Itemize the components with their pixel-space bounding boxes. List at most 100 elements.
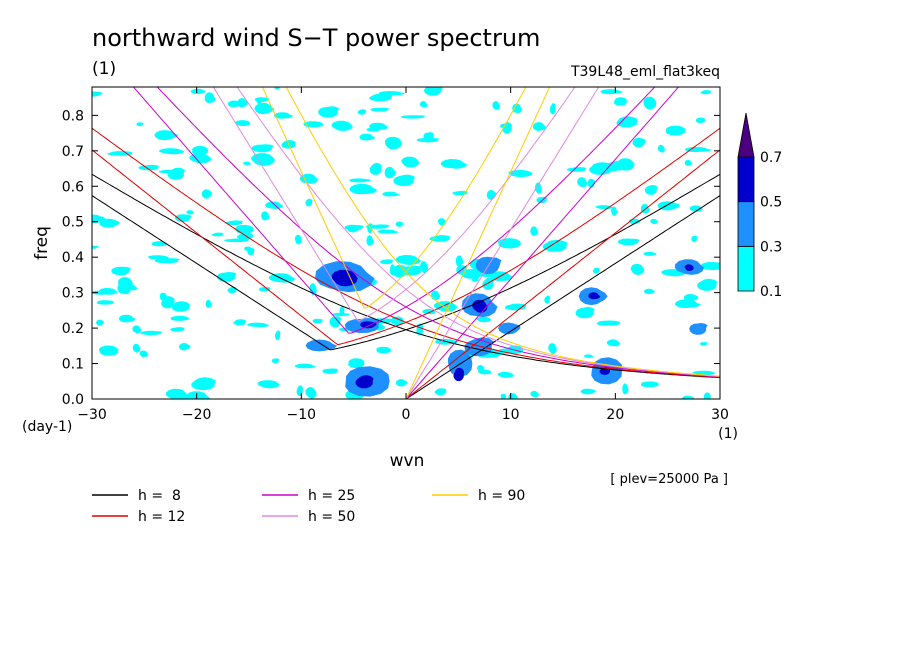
contour-speckle <box>492 101 501 110</box>
contour-speckle <box>643 251 657 256</box>
contour-speckle <box>247 322 270 328</box>
y-tick-label: 0.8 <box>62 108 84 124</box>
contour-speckle <box>391 316 404 326</box>
curve-mrg-h50 <box>236 87 720 377</box>
contour-speckle <box>395 379 408 387</box>
contour-speckle <box>136 122 144 127</box>
contour-speckle <box>190 88 207 95</box>
contour-speckle <box>118 314 136 323</box>
contour-speckle <box>665 125 686 136</box>
x-tick-label: 20 <box>606 407 624 423</box>
contour-speckle <box>395 221 404 227</box>
contour-speckle <box>497 372 514 378</box>
curve-kelvin-h50 <box>405 87 600 399</box>
contour-speckle <box>140 330 163 336</box>
colorbar-segment <box>737 156 755 203</box>
contour-speckle <box>422 308 436 315</box>
contour-speckle <box>322 368 339 374</box>
contour-patch <box>498 322 521 335</box>
contour-speckle <box>96 300 114 305</box>
contour-patch <box>453 367 464 382</box>
contour-speckle <box>393 174 416 187</box>
contour-speckle <box>630 264 645 275</box>
contour-speckle <box>235 120 251 127</box>
contour-speckle <box>608 161 628 171</box>
y-axis-unit: (day-1) <box>22 419 72 435</box>
contour-speckle <box>593 267 600 274</box>
contour-speckle <box>299 173 319 184</box>
contour-speckle <box>92 290 111 295</box>
contour-speckle <box>111 266 131 276</box>
legend-label: h = 25 <box>308 488 355 504</box>
curve-mrg-h8 <box>92 173 720 379</box>
contour-speckle <box>139 350 149 358</box>
contour-speckle <box>400 115 427 119</box>
contour-speckle <box>476 316 492 323</box>
contour-speckle <box>606 339 621 347</box>
contour-speckle <box>512 103 523 114</box>
contour-speckle <box>640 381 659 388</box>
contour-speckle <box>423 132 435 141</box>
contour-speckle <box>189 153 212 164</box>
curve-kelvin-h90 <box>405 87 551 399</box>
colorbar-label: 0.1 <box>760 284 782 300</box>
colorbar-segment <box>737 245 755 292</box>
curve-kelvin-h25 <box>405 87 680 399</box>
contour-speckle <box>347 227 359 233</box>
contour-speckle <box>194 385 202 390</box>
contour-patch <box>689 323 708 335</box>
contour-speckle <box>312 318 323 324</box>
legend: h = 8 h = 12 h = 25 h = 50 h = 90 <box>92 488 525 525</box>
contour-patch <box>305 339 338 352</box>
contour-speckle <box>170 327 185 332</box>
contour-speckle <box>550 103 556 115</box>
contour-speckle <box>700 90 712 95</box>
contour-speckle <box>251 153 275 166</box>
contour-speckle <box>161 296 175 309</box>
contour-speckle <box>261 211 270 221</box>
contour-speckle <box>500 393 507 399</box>
y-tick-label: 0.6 <box>62 179 84 195</box>
contour-speckle <box>382 191 400 197</box>
curve-mrg-h25 <box>156 87 720 378</box>
contour-speckle <box>699 342 708 346</box>
contour-speckle <box>167 167 185 180</box>
curve-mrg-h90 <box>285 87 720 377</box>
contour-speckle <box>96 319 104 326</box>
y-tick-label: 0.7 <box>62 144 84 160</box>
contour-speckle <box>674 299 701 309</box>
contour-speckle <box>587 178 596 188</box>
contour-speckle <box>369 93 393 102</box>
contour-speckle <box>508 170 533 178</box>
colorbar-label: 0.7 <box>760 150 782 166</box>
contour-speckle <box>132 325 142 334</box>
contour-speckle <box>691 235 698 243</box>
contour-speckle <box>616 116 638 128</box>
contour-speckle <box>174 214 192 223</box>
contour-speckle <box>178 343 191 351</box>
contour-speckle <box>376 346 392 354</box>
contour-speckle <box>477 273 503 278</box>
contour-speckle <box>420 261 429 274</box>
contour-speckle <box>235 224 254 234</box>
contour-speckle <box>331 312 351 317</box>
contour-speckle <box>689 205 703 212</box>
y-tick-label: 0.5 <box>62 215 84 231</box>
contour-speckle <box>294 363 317 369</box>
contour-speckle <box>151 241 167 247</box>
contour-speckle <box>482 277 494 290</box>
contour-speckle <box>147 255 169 260</box>
contour-speckle <box>384 166 397 179</box>
contour-speckle <box>589 162 613 175</box>
legend-label: h = 8 <box>138 488 181 504</box>
contour-speckle <box>595 205 613 210</box>
contour-speckle <box>225 220 244 226</box>
contour-speckle <box>644 184 658 195</box>
contour-speckle <box>204 92 216 104</box>
contour-speckle <box>359 133 376 141</box>
contour-speckle <box>227 100 242 108</box>
contour-speckle <box>275 330 281 341</box>
contour-speckle <box>681 395 694 399</box>
contour-speckle <box>357 109 367 115</box>
contour-speckle <box>339 306 345 315</box>
